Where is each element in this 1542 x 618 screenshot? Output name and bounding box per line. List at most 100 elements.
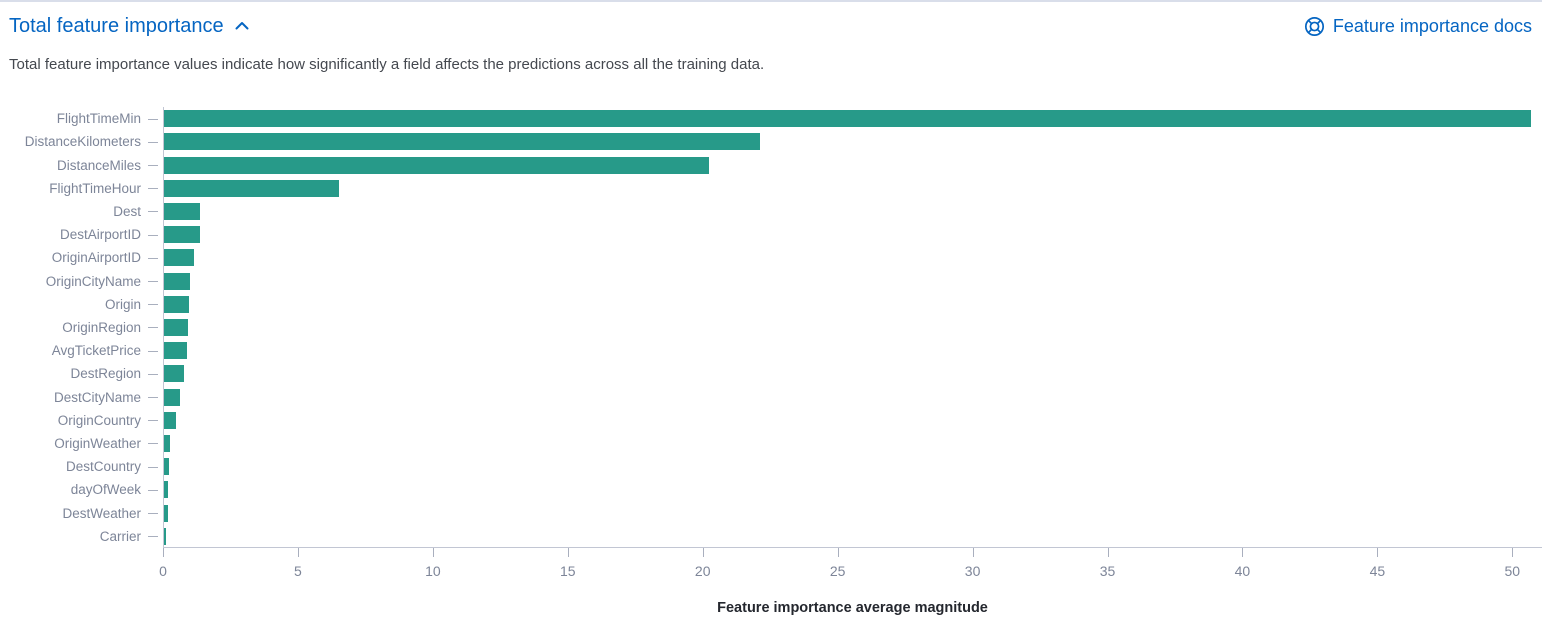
bar-DestCityName[interactable] <box>164 388 181 406</box>
bar-cell <box>163 431 1542 456</box>
x-axis-tick-label: 25 <box>829 563 846 579</box>
bar-AvgTicketPrice[interactable] <box>164 342 187 360</box>
bar-cell <box>163 292 1542 316</box>
y-axis-tick-mark <box>148 327 158 329</box>
y-axis-label: OriginWeather <box>54 435 141 451</box>
x-axis: 0 5 10 15 20 25 30 35 40 45 50 <box>159 548 1542 594</box>
bar-OriginCityName[interactable] <box>164 272 191 290</box>
x-axis-tick-mark <box>163 548 164 557</box>
bar-Dest[interactable] <box>164 202 201 220</box>
bar-DestWeather[interactable] <box>164 504 168 522</box>
x-axis-tick-label: 10 <box>425 563 441 579</box>
y-axis-tick-mark <box>148 304 158 306</box>
chart-rows: FlightTimeMin DistanceKilometers DistanceM… <box>0 107 1542 548</box>
x-axis-tick-label: 40 <box>1234 563 1251 579</box>
y-tick-cell <box>141 455 163 478</box>
chart-row: DestCityName <box>0 385 1542 409</box>
y-tick-cell <box>141 501 163 524</box>
chart-row: Origin <box>0 292 1542 316</box>
x-tick: 40 <box>1235 548 1250 579</box>
y-axis-tick-mark <box>148 536 158 538</box>
x-axis-tick-label: 45 <box>1369 563 1386 579</box>
bar-DistanceKilometers[interactable] <box>164 133 760 151</box>
chart-row: DestRegion <box>0 362 1542 386</box>
x-tick: 20 <box>695 548 711 579</box>
bar-cell <box>163 408 1542 432</box>
x-axis-tick-mark <box>567 548 569 557</box>
x-tick: 25 <box>830 548 845 579</box>
y-axis-label: DestAirportID <box>59 227 141 243</box>
chart-row: AvgTicketPrice <box>0 339 1542 363</box>
y-axis-label: DestWeather <box>62 505 141 521</box>
x-axis-tick-label: 50 <box>1504 563 1521 579</box>
bar-cell <box>163 130 1542 154</box>
y-axis-tick-mark <box>148 397 158 399</box>
y-tick-cell <box>141 223 163 246</box>
y-axis-label: OriginAirportID <box>51 250 141 266</box>
x-axis-tick-mark <box>837 548 839 557</box>
x-axis-tick-label: 30 <box>964 563 981 579</box>
bar-cell <box>163 524 1542 548</box>
y-axis-label: DestCityName <box>53 389 141 405</box>
bar-cell <box>163 223 1542 247</box>
y-axis-tick-mark <box>148 234 158 236</box>
y-tick-cell <box>141 339 163 362</box>
docs-link-label: Feature importance docs <box>1332 16 1532 36</box>
bar-DistanceMiles[interactable] <box>164 156 709 174</box>
bar-OriginAirportID[interactable] <box>164 249 194 267</box>
bar-Carrier[interactable] <box>164 527 167 545</box>
y-axis-tick-mark <box>148 466 158 468</box>
bar-dayOfWeek[interactable] <box>164 481 169 499</box>
total-feature-importance-accordion-toggle[interactable]: Total feature importance <box>9 13 250 39</box>
chart-row: DistanceKilometers <box>0 130 1542 154</box>
y-tick-cell <box>141 362 163 385</box>
y-tick-cell <box>141 177 163 200</box>
y-tick-cell <box>141 432 163 455</box>
bar-OriginRegion[interactable] <box>164 318 188 336</box>
y-axis-tick-mark <box>148 513 158 515</box>
bar-cell <box>163 176 1542 200</box>
bar-OriginWeather[interactable] <box>164 434 170 452</box>
section-description: Total feature importance values indicate… <box>9 56 765 73</box>
bar-OriginCountry[interactable] <box>164 411 176 429</box>
bar-Origin[interactable] <box>164 295 190 313</box>
y-axis-label: Carrier <box>99 528 141 544</box>
y-tick-cell <box>141 385 163 408</box>
x-axis-tick-mark <box>1107 548 1109 557</box>
feature-importance-docs-link[interactable]: Feature importance docs <box>1304 14 1532 38</box>
x-tick: 15 <box>560 548 576 579</box>
bar-cell <box>163 246 1542 270</box>
y-axis-label: Origin <box>104 296 141 312</box>
bar-cell <box>163 153 1542 177</box>
chart-row: DestWeather <box>0 501 1542 525</box>
y-axis-tick-mark <box>148 257 158 259</box>
x-axis-tick-mark <box>297 548 299 557</box>
y-axis-tick-mark <box>148 118 158 120</box>
bar-DestCountry[interactable] <box>164 458 170 476</box>
section-title: Total feature importance <box>9 15 224 37</box>
y-axis-tick-mark <box>148 211 158 213</box>
chart-row: OriginRegion <box>0 315 1542 340</box>
bar-cell <box>163 501 1542 525</box>
bar-FlightTimeHour[interactable] <box>164 179 340 197</box>
y-axis-label: FlightTimeHour <box>49 180 141 196</box>
chart-row: DestCountry <box>0 455 1542 479</box>
x-axis-tick-mark <box>432 548 434 557</box>
bar-cell <box>163 107 1542 131</box>
x-tick: 45 <box>1370 548 1385 579</box>
bar-DestAirportID[interactable] <box>164 226 200 244</box>
bar-DestRegion[interactable] <box>164 365 184 383</box>
bar-FlightTimeMin[interactable] <box>164 110 1532 128</box>
x-axis-tick-label: 5 <box>294 563 302 579</box>
x-axis-tick-label: 20 <box>694 563 711 579</box>
chart-row: OriginWeather <box>0 431 1542 456</box>
x-tick: 30 <box>965 548 980 579</box>
y-tick-cell <box>141 316 163 339</box>
bar-cell <box>163 385 1542 409</box>
x-tick: 35 <box>1100 548 1115 579</box>
feature-importance-bar-chart: FlightTimeMin DistanceKilometers DistanceM… <box>0 107 1542 616</box>
chart-row: OriginAirportID <box>0 246 1542 270</box>
y-axis-label: OriginRegion <box>62 319 141 335</box>
y-tick-cell <box>141 409 163 432</box>
x-axis-tick-mark <box>972 548 974 557</box>
